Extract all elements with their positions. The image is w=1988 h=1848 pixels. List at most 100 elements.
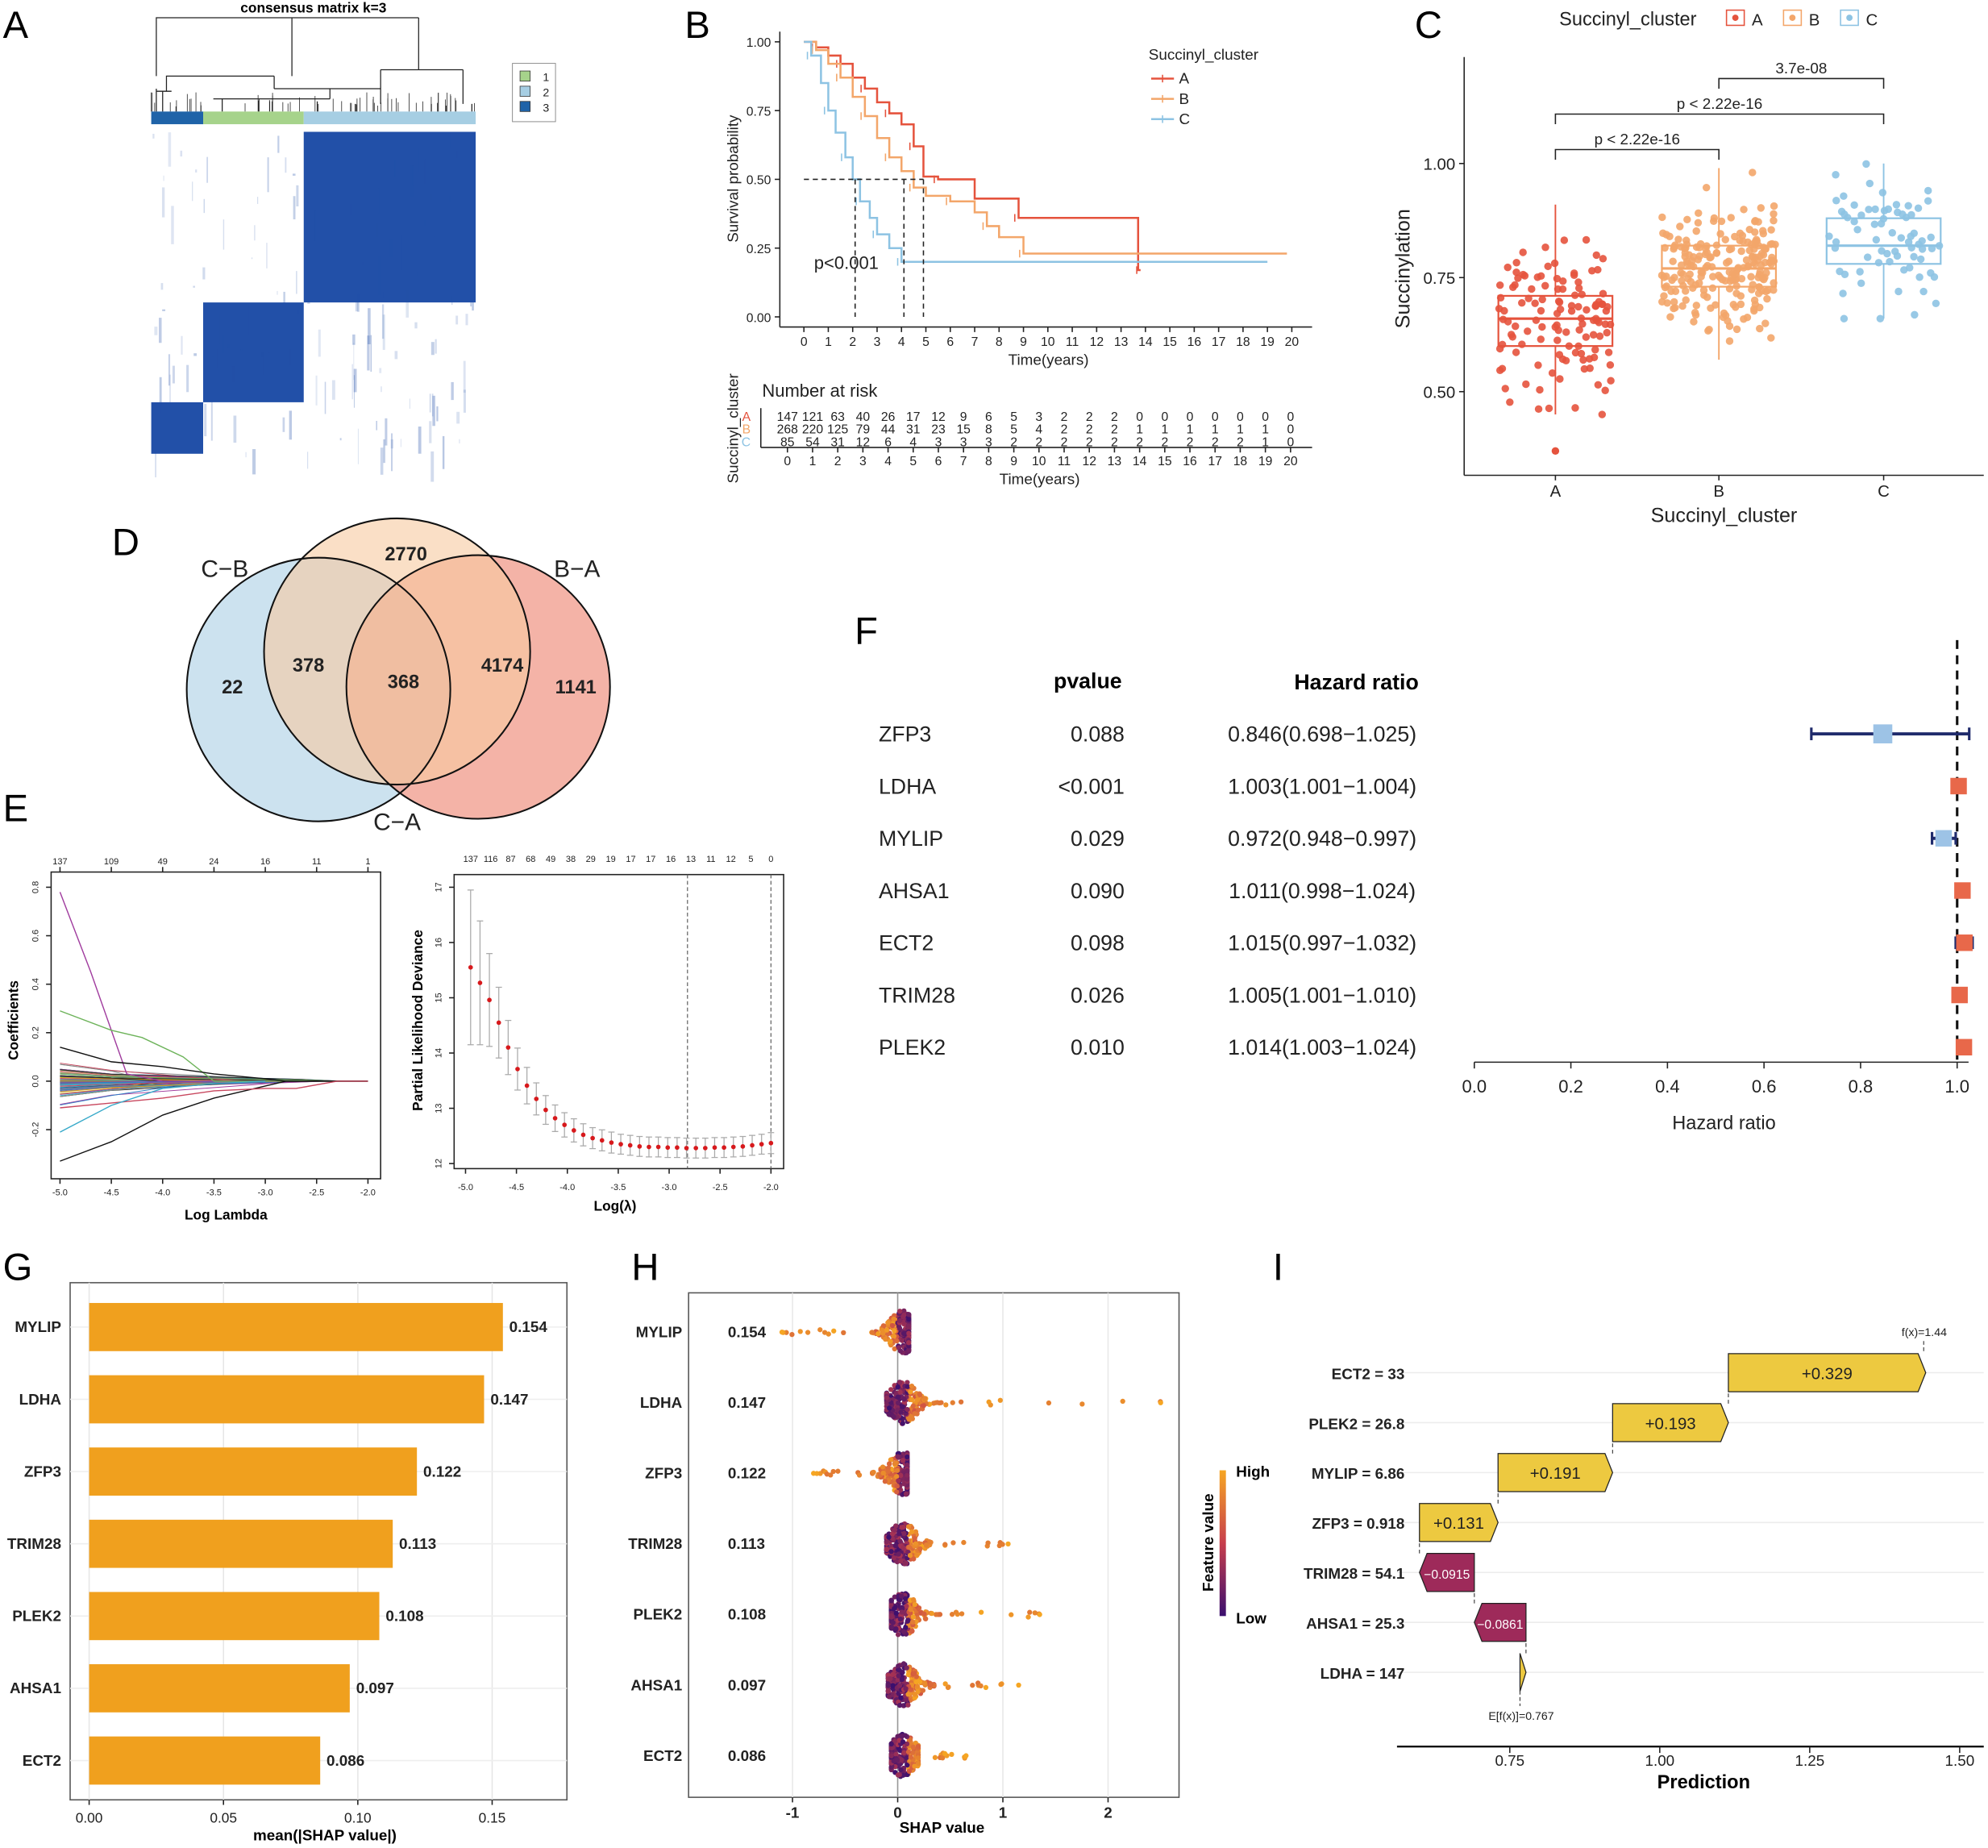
beeswarm-xlabel: SHAP value [900,1819,985,1836]
heatmap-noise [430,342,435,356]
data-point [1558,355,1567,364]
km-xtick-label: 0 [801,335,808,349]
heatmap-noise [391,433,393,472]
data-point [1850,218,1858,226]
shap-point-tail [932,1754,938,1760]
shap-point [902,1733,909,1738]
heatmap-noise [285,157,287,173]
risk-count: 0 [1161,410,1168,424]
heatmap-noise [171,206,174,244]
shap-point [889,1322,896,1329]
data-point [1910,252,1918,261]
heatmap-noise [406,290,410,318]
cv-point [684,1146,689,1151]
shap-point [904,1665,909,1671]
shap-point [891,1334,897,1339]
data-point [1897,234,1906,242]
shap-point [908,1754,913,1760]
bar-category-label: ZFP3 [24,1463,61,1480]
risk-xtick-label: 2 [834,455,842,468]
cv-point [477,980,483,985]
data-point [1742,256,1751,264]
risk-count: 2 [1212,435,1219,449]
panel-c-boxplot: 0.50 0.75 1.00 A A B B C C 3.7e-08 p < 2.22e-16 p <… [1423,9,1984,501]
risk-xtick-label: 4 [884,455,892,468]
data-point [1500,306,1508,315]
beeswarm-importance-label: 0.122 [728,1465,766,1482]
shap-point [895,1454,900,1459]
data-point [1877,219,1886,228]
shap-point-tail [841,1330,846,1335]
risk-table-title: Number at risk [762,381,878,401]
venn-circle-c-a [264,518,530,785]
km-xtick-label: 18 [1236,335,1250,349]
data-point [1763,294,1771,303]
heatmap-noise [315,375,318,406]
data-point [1880,206,1889,214]
risk-xtick-label: 7 [960,455,967,468]
risk-count: 0 [1136,410,1143,424]
risk-count: 17 [906,410,920,424]
heatmap-noise [204,404,207,437]
shap-point [910,1403,916,1409]
lasso-top-label: 1 [365,857,370,867]
beeswarm-feature-label: ZFP3 [645,1465,682,1482]
risk-count: 1 [1262,423,1269,437]
bar-value-label: 0.147 [490,1391,528,1408]
data-point [1770,210,1778,219]
cv-point [505,1045,511,1051]
lasso-xtick-label: -3.5 [206,1188,222,1197]
km-xtick-label: 8 [996,335,1003,349]
heatmap-noise [252,448,256,475]
cv-point [534,1097,539,1101]
heatmap-noise [202,267,206,280]
shap-point [896,1326,903,1331]
data-point [1537,306,1545,315]
coefficient-path-main [60,1080,368,1109]
data-point [1915,240,1923,248]
heatmap-noise [470,285,472,307]
risk-count: 2 [1035,435,1042,449]
shap-point [909,1396,915,1403]
shap-point [888,1338,893,1344]
data-point [1578,320,1587,328]
heatmap-noise [368,308,371,344]
data-point [1840,192,1848,200]
shap-bar [89,1447,418,1496]
risk-count: 121 [802,410,823,424]
consensus-block-2 [303,131,476,303]
forest-col-hr: Hazard ratio [1294,670,1418,694]
waterfall-bar-label: −0.0861 [1477,1618,1523,1632]
forest-gene-label: ECT2 [879,931,934,955]
data-point [1607,377,1615,385]
legend-key-B [1782,9,1803,27]
significance-bracket [1554,113,1885,125]
bar-value-label: 0.097 [356,1679,394,1696]
data-point [1682,236,1691,244]
data-point [1727,214,1735,222]
data-point [1930,273,1939,281]
venn-count-top-right: 4174 [481,655,523,676]
data-point [1932,299,1940,308]
shap-point [912,1411,917,1417]
risk-xtick-label: 17 [1208,455,1221,468]
shap-point [899,1757,905,1763]
data-point [1589,331,1598,339]
cv-point [580,1132,586,1138]
data-point [1732,325,1741,334]
risk-count: 1 [1187,423,1194,437]
data-point [1740,206,1748,214]
shap-point [903,1491,909,1496]
lasso-top-label: 24 [209,857,218,867]
shap-point-tail [942,1542,948,1547]
risk-count: 0 [1287,410,1294,424]
km-xtick-label: 17 [1212,335,1225,349]
panel-label-c: C [1415,3,1442,46]
data-point [1495,281,1504,289]
data-point [1528,285,1536,293]
heatmap-noise [289,410,293,440]
data-point [1888,229,1896,237]
beeswarm-feature-label: LDHA [640,1394,683,1411]
dendrogram [156,17,472,112]
shap-point-extreme [1158,1400,1163,1405]
